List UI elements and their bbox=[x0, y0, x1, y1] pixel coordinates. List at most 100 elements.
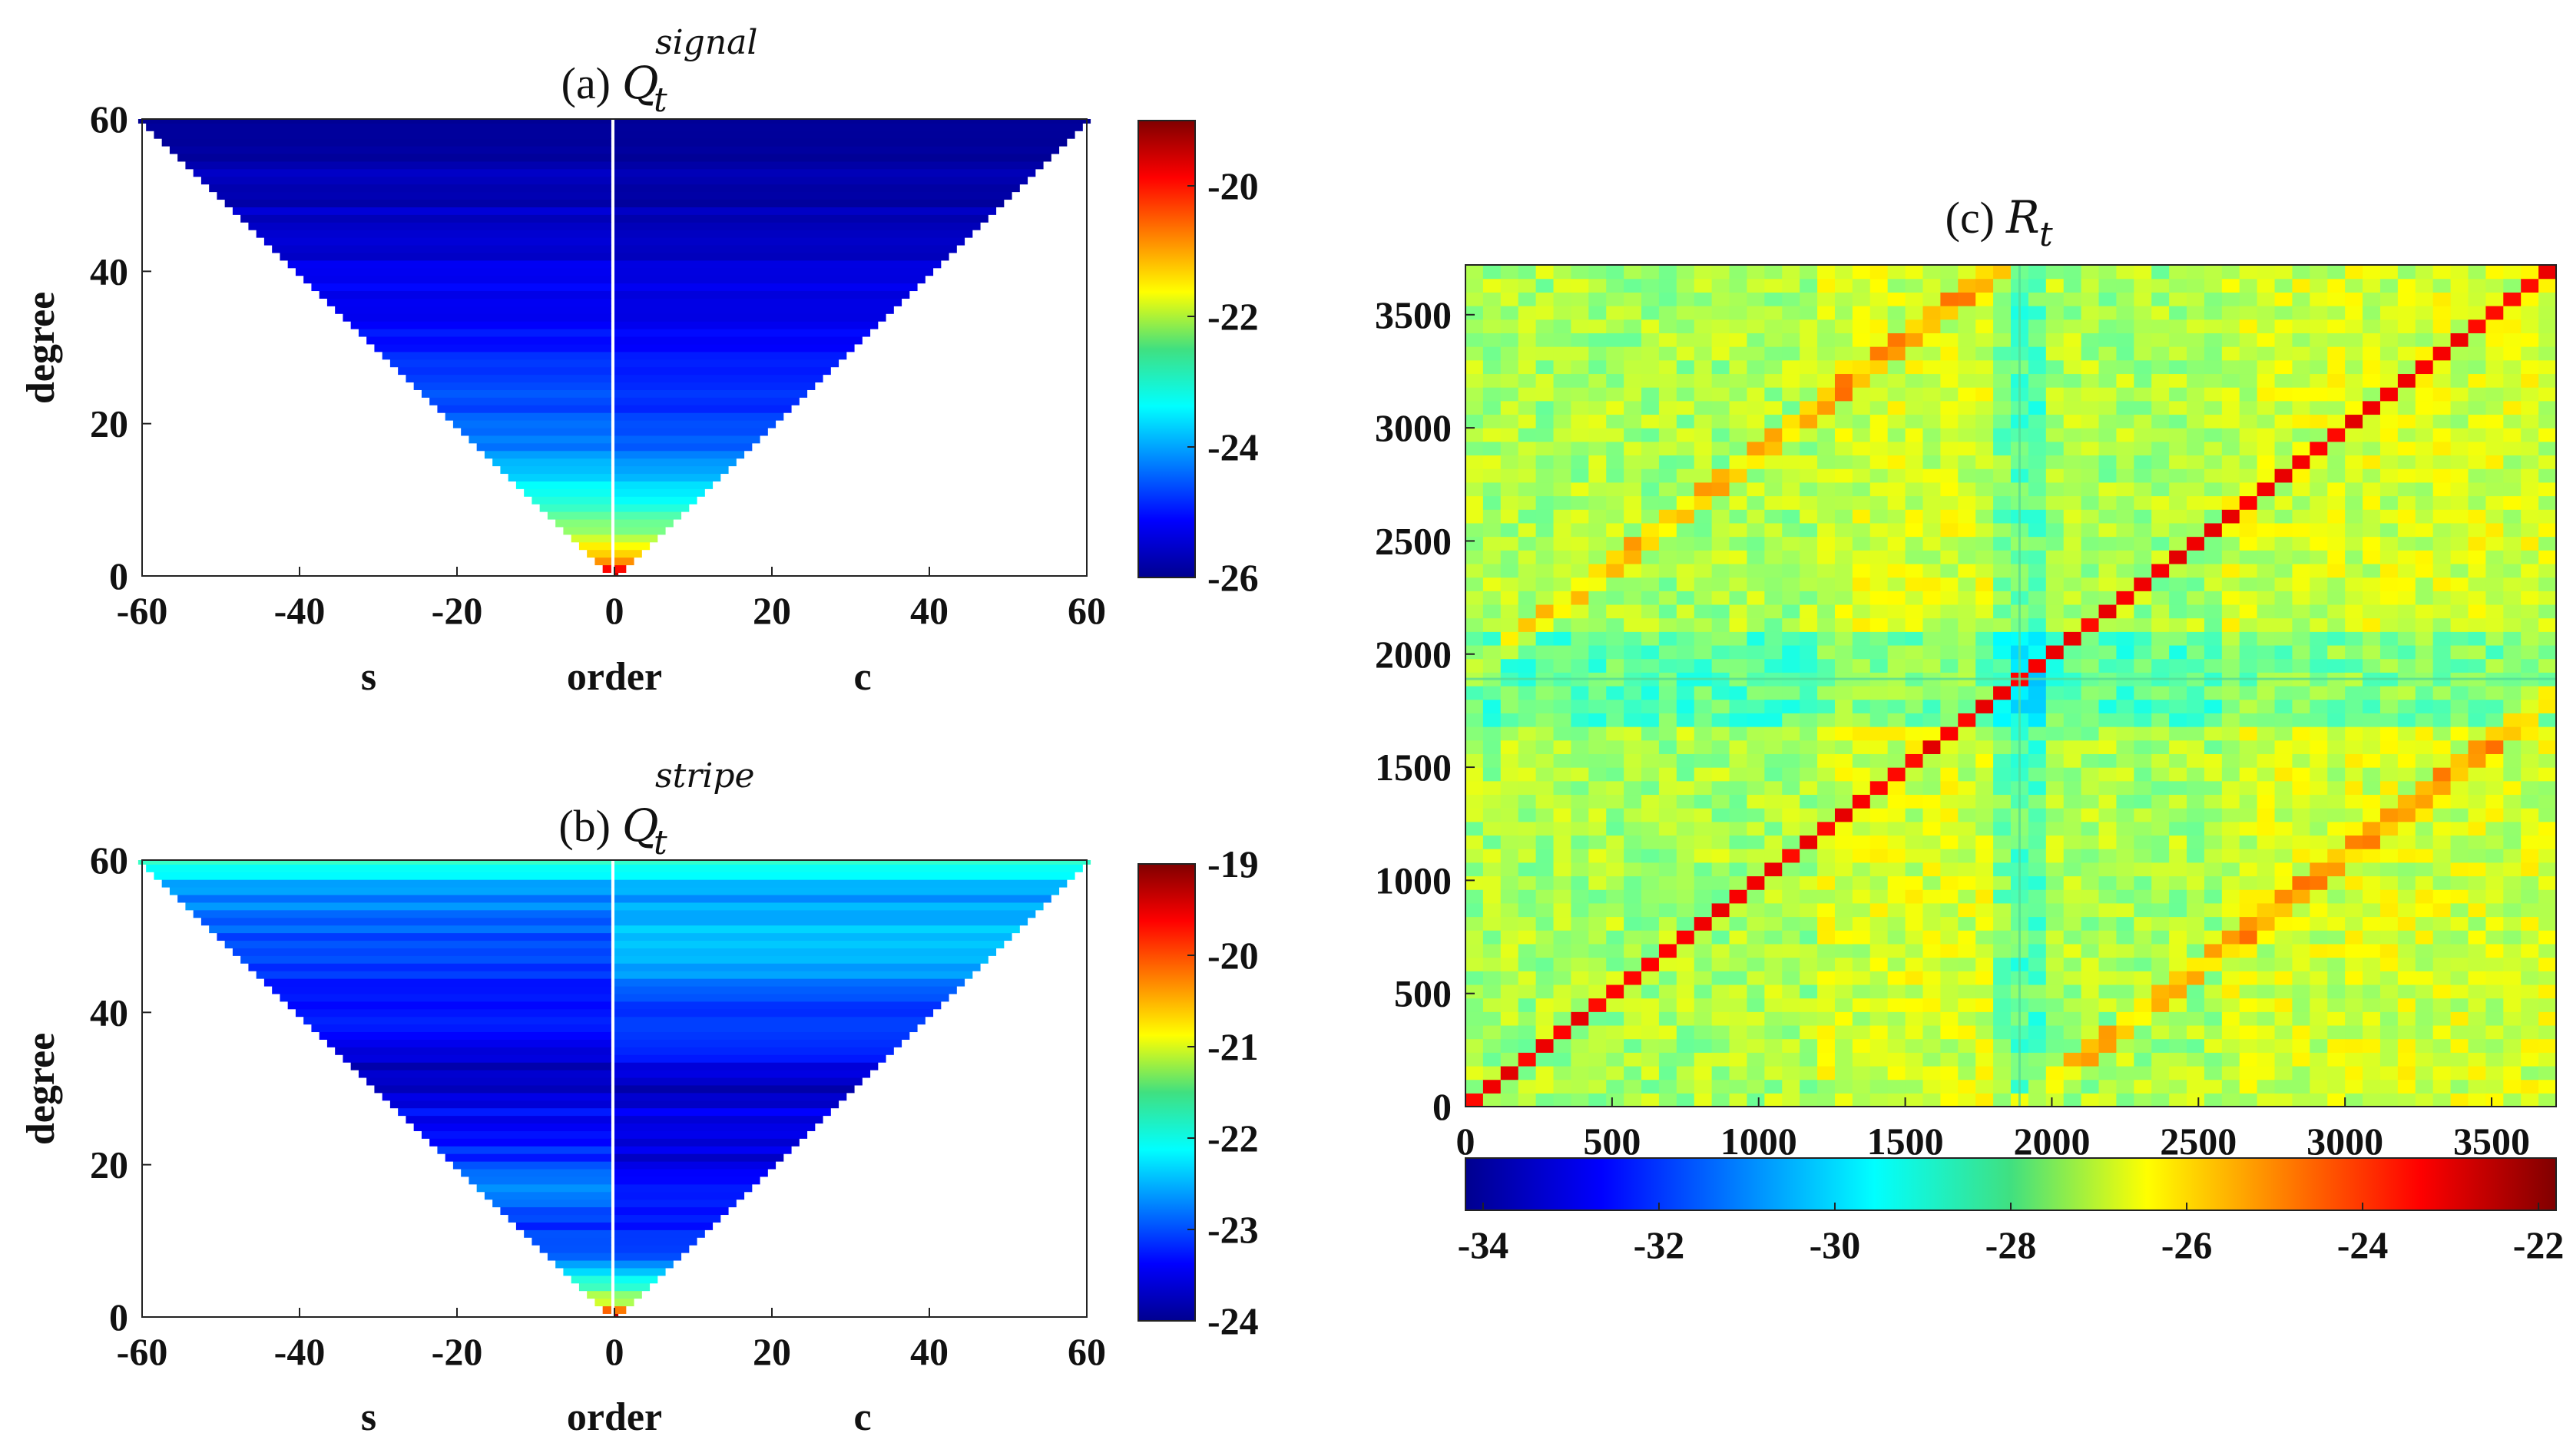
c-cell bbox=[1800, 713, 1818, 727]
c-cell bbox=[1553, 359, 1572, 375]
c-cell bbox=[2063, 455, 2082, 469]
c-cell bbox=[2274, 902, 2293, 918]
c-cell bbox=[1764, 808, 1783, 822]
c-cell bbox=[1465, 591, 1484, 605]
c-cell bbox=[1958, 808, 1976, 822]
c-cell bbox=[1747, 971, 1765, 985]
c-cell bbox=[1606, 400, 1624, 415]
c-cell bbox=[2468, 835, 2486, 849]
c-cell bbox=[2081, 998, 2100, 1012]
c-cell bbox=[2204, 808, 2223, 822]
c-cell bbox=[2221, 577, 2240, 591]
c-cell bbox=[2187, 536, 2205, 551]
c-cell bbox=[2415, 699, 2434, 713]
c-cell bbox=[2257, 835, 2276, 849]
c-cell bbox=[1500, 1079, 1519, 1094]
a-cell-s-degree-55 bbox=[177, 153, 611, 162]
c-cell bbox=[1729, 306, 1748, 320]
c-cell bbox=[2045, 644, 2065, 660]
c-cell bbox=[2204, 713, 2223, 727]
c-cell bbox=[2257, 957, 2276, 971]
c-cell bbox=[1747, 1093, 1765, 1107]
c-cell bbox=[2063, 428, 2082, 442]
a-cell-s-degree-16 bbox=[484, 450, 611, 459]
c-cell bbox=[2379, 984, 2399, 999]
a-cell-s-degree-33 bbox=[350, 320, 611, 329]
c-cell bbox=[1852, 821, 1871, 836]
c-cell bbox=[2187, 481, 2205, 497]
c-cell bbox=[1869, 441, 1889, 456]
c-cell bbox=[2345, 686, 2363, 700]
c-cell bbox=[2379, 550, 2399, 564]
c-cell bbox=[2292, 835, 2310, 849]
c-cell bbox=[2045, 1079, 2065, 1094]
c-cell bbox=[1729, 835, 1748, 849]
c-cell bbox=[1852, 998, 1871, 1012]
a-cell-c-degree-21 bbox=[614, 412, 784, 421]
c-cell bbox=[2134, 319, 2152, 333]
c-cell bbox=[2397, 1011, 2416, 1026]
b-xtick-label: -20 bbox=[432, 1330, 483, 1373]
c-cell bbox=[1834, 808, 1853, 822]
c-cell bbox=[2274, 1024, 2293, 1040]
c-cell bbox=[2397, 455, 2416, 469]
c-cell bbox=[1869, 265, 1889, 280]
c-cell bbox=[1676, 740, 1695, 754]
c-cell bbox=[1869, 1093, 1889, 1107]
c-cell bbox=[1747, 359, 1765, 375]
c-cell bbox=[2450, 278, 2469, 293]
c-cell bbox=[2379, 591, 2399, 605]
c-cell bbox=[2538, 617, 2557, 632]
c-cell bbox=[2485, 455, 2504, 469]
c-cell bbox=[2450, 265, 2469, 280]
c-cell bbox=[1800, 400, 1818, 415]
c-cell bbox=[2169, 943, 2187, 958]
c-cell bbox=[2468, 849, 2486, 863]
c-cell bbox=[2187, 780, 2205, 796]
c-cell bbox=[1694, 1065, 1713, 1080]
c-cell bbox=[1922, 455, 1941, 469]
c-cell bbox=[2327, 916, 2346, 931]
c-cell bbox=[1553, 604, 1572, 619]
c-cell bbox=[2028, 889, 2047, 904]
c-cell bbox=[1606, 713, 1624, 727]
c-cell bbox=[2485, 808, 2504, 822]
c-cell bbox=[1641, 808, 1660, 822]
c-cell bbox=[2379, 726, 2399, 741]
c-cell bbox=[1817, 875, 1836, 890]
c-cell bbox=[2450, 536, 2469, 551]
c-cell bbox=[2538, 644, 2557, 660]
c-cell bbox=[2363, 658, 2381, 673]
c-cell bbox=[2432, 943, 2452, 958]
c-cell bbox=[1500, 1024, 1519, 1040]
c-cell bbox=[1729, 984, 1748, 999]
c-cell bbox=[1694, 971, 1713, 985]
c-cell bbox=[2274, 658, 2293, 673]
a-cell-c-degree-6 bbox=[614, 526, 666, 535]
c-cell bbox=[2116, 971, 2134, 985]
c-cell bbox=[2169, 1065, 2187, 1080]
a-cell-c-degree-3 bbox=[614, 549, 642, 558]
c-cell bbox=[2257, 808, 2276, 822]
c-cell bbox=[1782, 1052, 1800, 1067]
c-cell bbox=[2204, 916, 2223, 931]
c-cell bbox=[2432, 346, 2452, 361]
c-cell bbox=[2432, 387, 2452, 402]
c-cell bbox=[2363, 943, 2381, 958]
panel-a-xlabel-order: order bbox=[567, 655, 662, 699]
c-cell bbox=[2116, 686, 2134, 700]
c-cell bbox=[2327, 522, 2346, 538]
c-cell bbox=[1993, 400, 2012, 415]
b-cell-c-degree-8 bbox=[614, 1252, 682, 1261]
c-cell bbox=[1782, 346, 1800, 361]
c-cell bbox=[2415, 591, 2434, 605]
c-cell bbox=[2116, 455, 2134, 469]
c-cell bbox=[2292, 943, 2310, 958]
c-cell bbox=[2538, 400, 2557, 415]
c-cell bbox=[1465, 808, 1484, 822]
c-cell bbox=[1800, 644, 1818, 660]
c-cell bbox=[2274, 400, 2293, 415]
c-cell bbox=[2379, 889, 2399, 904]
c-cell bbox=[2485, 862, 2504, 877]
c-cell bbox=[1764, 292, 1783, 306]
